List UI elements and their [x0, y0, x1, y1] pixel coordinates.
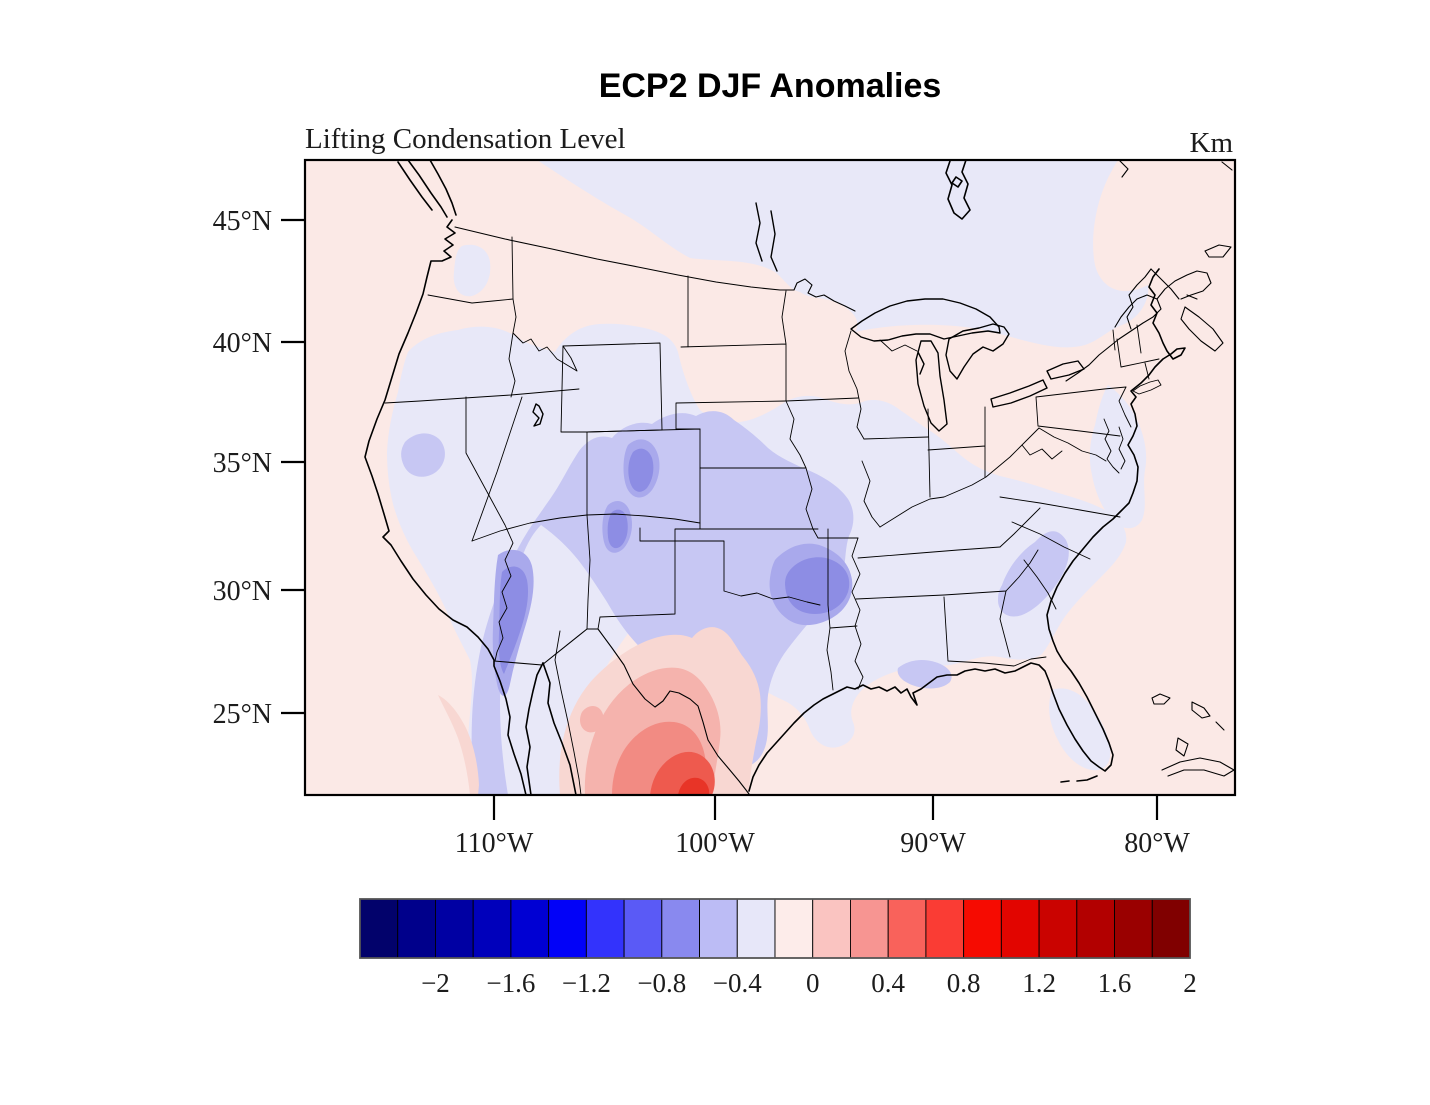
colorbar-tick-label: −0.4 [713, 968, 762, 998]
lat-tick-label: 35°N [213, 448, 272, 479]
vancouver-island [397, 160, 457, 218]
sonora-coast [542, 662, 577, 795]
colorbar-cell [585, 898, 625, 959]
anomaly-positive-layers [438, 627, 761, 795]
lon-tick-label: 80°W [1124, 828, 1190, 859]
lake-superior [850, 298, 1001, 342]
lat-tick-label: 40°N [213, 328, 272, 359]
west-coast [364, 219, 527, 795]
colorbar-tick-label: −0.8 [637, 968, 686, 998]
colorbar-tick-label: 0.4 [871, 968, 905, 998]
lake-winnipeg [755, 202, 778, 272]
lat-tick-label: 45°N [213, 206, 272, 237]
colorbar: −2 −1.6 −1.2 −0.8 −0.4 0 0.4 0.8 1.2 1.6 2 [359, 898, 1197, 998]
colorbar-cell [699, 898, 738, 959]
colorbar-outline [359, 898, 1191, 959]
variable-label: Lifting Condensation Level [305, 123, 626, 155]
lat-tick-label: 25°N [213, 699, 272, 730]
gaspe-st-lawrence [1114, 270, 1212, 340]
gulf-atlantic-coast [748, 268, 1186, 792]
lon-tick-label: 90°W [900, 828, 966, 859]
sierra-madre-line [554, 630, 582, 795]
lat-tick-label: 30°N [213, 576, 272, 607]
colorbar-cell [963, 898, 1002, 959]
colorbar-cell [850, 898, 889, 959]
colorbar-tick-label: −1.6 [486, 968, 535, 998]
colorbar-cell [510, 898, 550, 959]
anomaly-fill-layers [305, 160, 1235, 795]
colorbar-cell [1038, 898, 1078, 959]
colorbar-cell [774, 898, 814, 959]
geography-borders [364, 160, 1235, 795]
bahamas [1151, 693, 1225, 757]
coastlines [364, 160, 1186, 795]
latitude-axis: 45°N 40°N 35°N 30°N 25°N [213, 206, 305, 730]
colorbar-tick-label: 1.2 [1022, 968, 1056, 998]
arctic-island-bits [1119, 160, 1233, 178]
colorbar-tick-label: 1.6 [1098, 968, 1132, 998]
lon-tick-label: 100°W [675, 828, 755, 859]
colorbar-cell [1076, 898, 1115, 959]
lake-michigan [915, 340, 948, 432]
hudson-james-bay [945, 160, 971, 220]
colorbar-cell [472, 898, 512, 959]
colorbar-cell [623, 898, 663, 959]
lake-erie [990, 379, 1048, 408]
rio-grande [597, 628, 750, 795]
state-borders [384, 236, 1162, 691]
anticosti-island [1204, 244, 1232, 258]
map-panel: 45°N 40°N 35°N 30°N 25°N 110°W 100°W 90°W 80°W [213, 158, 1237, 859]
colorbar-cell [887, 898, 927, 959]
colorbar-tick-label: −1.2 [562, 968, 611, 998]
colorbar-tick-label: −2 [421, 968, 450, 998]
lake-huron [945, 323, 1010, 380]
colorbar-tick-label: 0 [806, 968, 820, 998]
canada-border-east [1065, 268, 1152, 382]
map-frame [303, 158, 1237, 797]
mexico-border [493, 628, 599, 666]
lon-tick-label: 110°W [455, 828, 534, 859]
anomaly-neg08-layer [498, 448, 850, 674]
baja-gulf-coast [525, 662, 544, 795]
colorbar-cell [812, 898, 851, 959]
colorbar-cell [736, 898, 776, 959]
colorbar-cell [661, 898, 700, 959]
canada-border-west [454, 226, 856, 312]
international-borders [454, 160, 1235, 795]
colorbar-tick-label: 2 [1183, 968, 1197, 998]
colorbar-cell [397, 898, 436, 959]
florida-keys [1060, 775, 1098, 783]
great-salt-lake [532, 403, 544, 427]
maritimes-coast [1150, 268, 1224, 352]
colorbar-cell [548, 898, 587, 959]
colorbar-cell [1114, 898, 1153, 959]
colorbar-cell [359, 898, 399, 959]
colorbar-cell [925, 898, 965, 959]
page-title: ECP2 DJF Anomalies [599, 67, 942, 105]
colorbar-cell [1151, 898, 1191, 959]
colorbar-cell [435, 898, 474, 959]
longitude-axis: 110°W 100°W 90°W 80°W [455, 795, 1190, 859]
units-label: Km [1190, 127, 1234, 159]
colorbar-tick-label: 0.8 [947, 968, 981, 998]
colorbar-cell [1000, 898, 1040, 959]
